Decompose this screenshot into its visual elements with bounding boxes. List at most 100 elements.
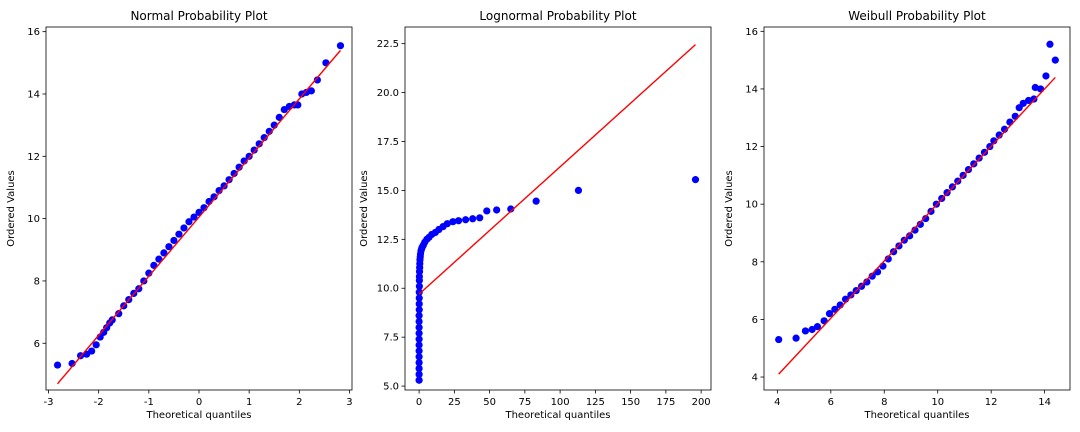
weibull-x-tick-label: 8 bbox=[881, 397, 887, 408]
lognormal-y-tick-label: 22.5 bbox=[377, 39, 399, 50]
weibull-data-point bbox=[801, 327, 810, 335]
normal-y-tick-label: 10 bbox=[27, 214, 40, 225]
lognormal-data-point bbox=[691, 176, 700, 184]
lognormal-data-point bbox=[574, 186, 583, 194]
lognormal-probability-plot: Lognormal Probability Plot 0 25 50 75 100 125 1… bbox=[359, 9, 712, 421]
normal-x-tick-label: -1 bbox=[144, 397, 154, 408]
lognormal-y-tick-label: 20.0 bbox=[377, 88, 399, 99]
normal-y-tick-label: 6 bbox=[34, 339, 40, 350]
lognormal-data-point bbox=[415, 329, 423, 337]
lognormal-plot-title: Lognormal Probability Plot bbox=[479, 9, 636, 23]
weibull-data-point bbox=[1030, 95, 1038, 103]
weibull-data-point bbox=[1011, 112, 1019, 120]
normal-x-tick-label: 3 bbox=[346, 397, 352, 408]
lognormal-x-axis-label: Theoretical quantiles bbox=[504, 410, 610, 421]
lognormal-data-point bbox=[415, 317, 423, 326]
normal-plot-area bbox=[53, 42, 345, 385]
normal-data-point bbox=[175, 230, 183, 238]
weibull-y-tick-label: 8 bbox=[752, 257, 758, 268]
lognormal-data-point bbox=[415, 300, 423, 308]
lognormal-data-point bbox=[449, 218, 457, 226]
weibull-x-tick-label: 4 bbox=[774, 397, 780, 408]
lognormal-x-tick-label: 50 bbox=[483, 397, 496, 408]
lognormal-fit-line bbox=[418, 44, 696, 295]
weibull-data-point bbox=[847, 291, 855, 299]
lognormal-data-point bbox=[476, 214, 484, 222]
lognormal-data-point bbox=[454, 217, 463, 225]
lognormal-data-point bbox=[415, 359, 423, 367]
weibull-data-point bbox=[1051, 56, 1059, 64]
normal-data-point bbox=[260, 134, 268, 142]
weibull-data-point bbox=[1031, 83, 1039, 92]
weibull-data-point bbox=[884, 255, 892, 263]
weibull-x-axis-label: Theoretical quantiles bbox=[863, 410, 969, 421]
weibull-axes-frame bbox=[763, 26, 1071, 391]
lognormal-data-point bbox=[415, 323, 423, 331]
normal-data-point bbox=[255, 140, 263, 148]
weibull-x-tick-label: 14 bbox=[1038, 397, 1051, 408]
normal-data-point bbox=[165, 243, 173, 251]
normal-x-tick-label: -2 bbox=[94, 397, 104, 408]
normal-data-point bbox=[160, 249, 168, 257]
normal-plot-title: Normal Probability Plot bbox=[130, 9, 267, 23]
lognormal-x-tick-label: 0 bbox=[416, 397, 422, 408]
normal-data-point bbox=[92, 341, 100, 349]
weibull-data-point bbox=[911, 226, 919, 234]
weibull-x-tick-label: 6 bbox=[828, 397, 834, 408]
normal-data-point bbox=[220, 182, 228, 190]
weibull-fit-line bbox=[778, 76, 1056, 375]
lognormal-data-point bbox=[415, 335, 423, 343]
weibull-plot-area bbox=[775, 40, 1059, 375]
normal-x-tick-label: -3 bbox=[44, 397, 54, 408]
normal-x-tick-label: 1 bbox=[246, 397, 252, 408]
weibull-y-tick-label: 14 bbox=[745, 84, 758, 95]
normal-data-point bbox=[53, 361, 62, 369]
lognormal-data-point bbox=[507, 205, 515, 213]
lognormal-data-point bbox=[415, 364, 423, 373]
weibull-data-point bbox=[1006, 118, 1014, 126]
lognormal-data-point bbox=[415, 347, 423, 355]
normal-y-tick-label: 16 bbox=[27, 27, 40, 38]
lognormal-data-point bbox=[532, 197, 540, 205]
weibull-y-tick-label: 4 bbox=[752, 373, 758, 384]
weibull-y-tick-label: 10 bbox=[745, 200, 758, 211]
lognormal-x-tick-label: 100 bbox=[551, 397, 570, 408]
lognormal-y-tick-label: 15.0 bbox=[377, 186, 399, 197]
lognormal-y-tick-label: 7.5 bbox=[383, 333, 399, 344]
lognormal-data-point bbox=[415, 376, 423, 384]
lognormal-data-point bbox=[415, 306, 423, 314]
normal-data-point bbox=[155, 255, 163, 263]
weibull-y-axis-label: Ordered Values bbox=[724, 170, 735, 247]
normal-data-point bbox=[185, 218, 193, 226]
weibull-data-point bbox=[1019, 99, 1027, 107]
lognormal-data-point bbox=[415, 282, 423, 290]
lognormal-x-tick-label: 75 bbox=[518, 397, 531, 408]
lognormal-y-tick-label: 12.5 bbox=[377, 235, 399, 246]
normal-data-point bbox=[210, 193, 218, 201]
weibull-data-point bbox=[792, 334, 800, 342]
lognormal-plot-area bbox=[415, 44, 700, 384]
weibull-data-point bbox=[879, 262, 887, 270]
normal-data-point bbox=[275, 113, 283, 121]
weibull-data-point bbox=[916, 220, 924, 228]
weibull-x-tick-label: 10 bbox=[931, 397, 944, 408]
weibull-data-point bbox=[1000, 125, 1009, 133]
lognormal-y-tick-label: 5.0 bbox=[383, 382, 399, 393]
normal-data-point bbox=[235, 163, 243, 171]
weibull-data-point bbox=[995, 131, 1003, 139]
weibull-data-point bbox=[825, 310, 834, 318]
lognormal-y-tick-label: 10.0 bbox=[377, 284, 399, 295]
lognormal-data-point bbox=[415, 341, 423, 349]
normal-probability-plot: Normal Probability Plot-3 -2 -1 0 1 2 36810121… bbox=[6, 9, 353, 421]
weibull-data-point bbox=[808, 325, 816, 334]
normal-data-point bbox=[170, 236, 178, 245]
lognormal-data-point bbox=[415, 288, 423, 296]
lognormal-data-point bbox=[462, 216, 470, 224]
normal-axes-frame bbox=[45, 26, 353, 391]
normal-y-tick-label: 12 bbox=[27, 152, 40, 163]
normal-data-point bbox=[88, 347, 96, 355]
weibull-data-point bbox=[1042, 72, 1050, 80]
lognormal-data-point bbox=[415, 294, 423, 302]
lognormal-data-point bbox=[415, 370, 423, 378]
